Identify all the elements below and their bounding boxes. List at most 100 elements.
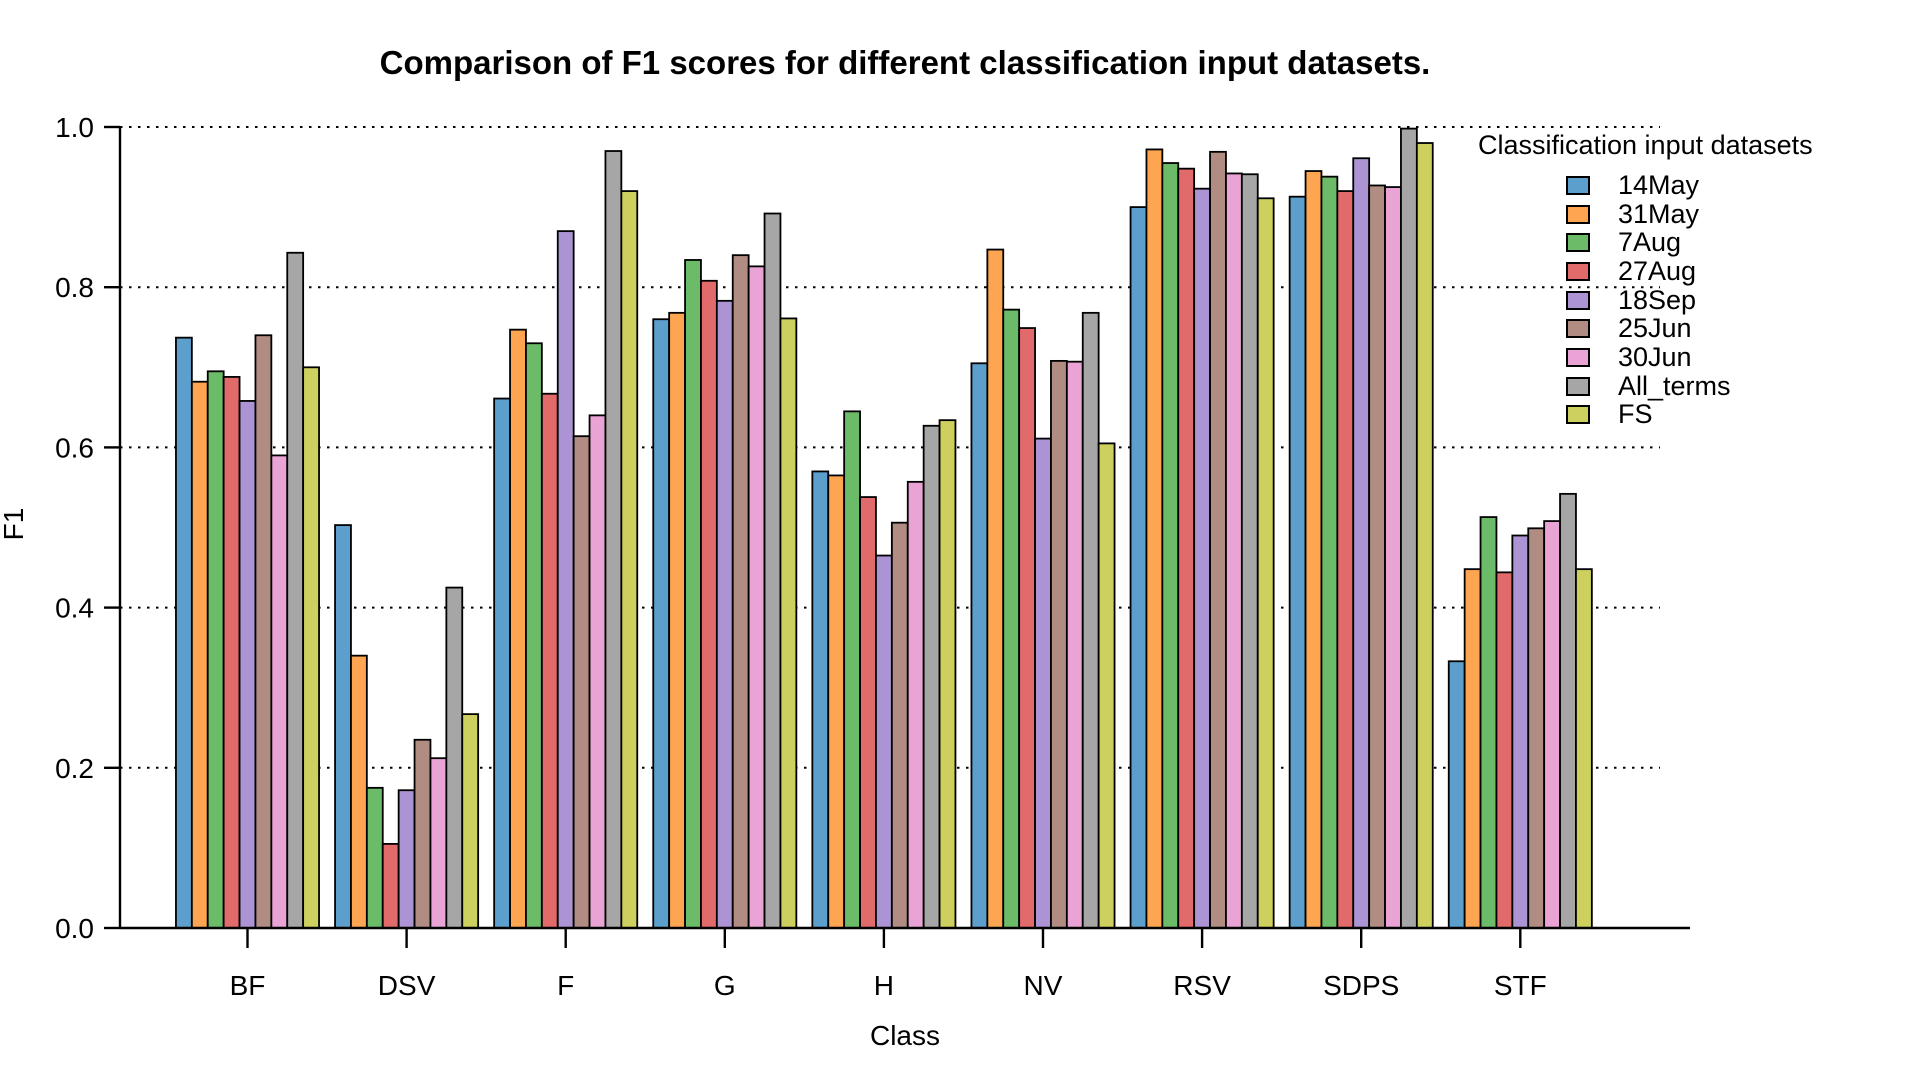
y-tick-label: 0.2: [55, 753, 94, 784]
legend-swatch-27Aug: [1566, 261, 1590, 281]
bar-BF-25Jun: [254, 334, 273, 929]
chart-title: Comparison of F1 scores for different cl…: [379, 44, 1431, 81]
x-tick-label: H: [874, 970, 894, 1001]
y-tick-label: 0.4: [55, 593, 94, 624]
bar-DSV-FS: [461, 713, 480, 929]
bar-BF-30Jun: [270, 454, 289, 929]
bar-NV-7Aug: [1002, 308, 1021, 929]
bar-RSV-31May: [1145, 148, 1164, 929]
legend-item: 31May: [1566, 199, 1813, 229]
bar-F-27Aug: [540, 392, 559, 929]
bar-DSV-30Jun: [429, 757, 448, 929]
legend-label: All_terms: [1618, 370, 1731, 401]
bar-F-FS: [620, 190, 639, 929]
bar-STF-31May: [1463, 568, 1482, 929]
bar-BF-7Aug: [206, 370, 225, 929]
bar-NV-27Aug: [1018, 327, 1036, 929]
bar-DSV-27Aug: [381, 842, 400, 929]
bar-G-FS: [779, 317, 798, 929]
bar-BF-14May: [175, 336, 193, 929]
x-tick-label: BF: [230, 970, 266, 1001]
bar-BF-All_terms: [286, 251, 305, 929]
bar-NV-All_terms: [1081, 311, 1100, 929]
bar-NV-31May: [986, 248, 1005, 929]
x-tick-label: DSV: [378, 970, 436, 1001]
bar-H-18Sep: [875, 554, 893, 929]
legend-item-list: 14May 31May 7Aug 27Aug 18Sep 25Jun 30Jun All_te…: [1478, 170, 1813, 429]
legend-swatch-18Sep: [1566, 290, 1590, 310]
legend-title: Classification input datasets: [1478, 130, 1813, 160]
bar-G-7Aug: [684, 259, 702, 929]
legend-label: 30Jun: [1618, 341, 1692, 372]
bar-RSV-FS: [1256, 197, 1275, 929]
legend-item: 25Jun: [1566, 313, 1813, 344]
bar-DSV-All_terms: [445, 586, 464, 929]
x-tick-label: RSV: [1173, 970, 1231, 1001]
bar-RSV-18Sep: [1193, 187, 1211, 929]
legend: Classification input datasets 14May 31May…: [1478, 130, 1813, 429]
bar-DSV-31May: [350, 654, 368, 929]
legend-item: 30Jun: [1566, 341, 1813, 372]
bar-STF-27Aug: [1495, 571, 1514, 929]
bar-H-31May: [827, 474, 846, 929]
legend-swatch-14May: [1566, 175, 1590, 195]
bar-NV-14May: [970, 362, 989, 929]
bar-H-FS: [938, 419, 957, 929]
bar-H-14May: [811, 470, 830, 929]
legend-swatch-FS: [1566, 405, 1590, 425]
bar-F-25Jun: [572, 435, 591, 929]
bar-RSV-27Aug: [1177, 167, 1196, 929]
legend-item: All_terms: [1566, 370, 1813, 401]
bar-STF-18Sep: [1511, 534, 1530, 929]
legend-item: FS: [1566, 399, 1813, 429]
bar-G-30Jun: [747, 265, 766, 929]
legend-swatch-25Jun: [1566, 319, 1590, 339]
x-tick-label: F: [557, 970, 574, 1001]
y-tick-label: 1.0: [55, 112, 94, 143]
bar-STF-All_terms: [1559, 492, 1577, 929]
legend-label: 25Jun: [1618, 313, 1692, 344]
bar-SDPS-27Aug: [1336, 190, 1355, 929]
bar-SDPS-7Aug: [1320, 175, 1339, 929]
bar-NV-18Sep: [1034, 437, 1052, 929]
legend-swatch-31May: [1566, 204, 1590, 224]
bar-BF-31May: [190, 380, 209, 929]
bar-F-All_terms: [604, 150, 623, 929]
bar-G-31May: [668, 311, 686, 929]
legend-item: 14May: [1566, 170, 1813, 200]
y-tick-label: 0.0: [55, 913, 94, 944]
bar-STF-7Aug: [1479, 516, 1498, 929]
bar-RSV-30Jun: [1225, 172, 1243, 929]
bar-NV-FS: [1097, 442, 1116, 929]
bar-F-18Sep: [556, 230, 575, 929]
x-axis-title: Class: [869, 1020, 940, 1051]
bar-RSV-7Aug: [1161, 162, 1180, 929]
bar-STF-14May: [1447, 660, 1466, 929]
x-tick-label: STF: [1494, 970, 1547, 1001]
bar-DSV-7Aug: [365, 786, 384, 929]
bar-G-27Aug: [700, 279, 718, 929]
bar-G-All_terms: [763, 212, 782, 929]
bar-SDPS-FS: [1415, 142, 1434, 929]
x-tick-label: NV: [1024, 970, 1063, 1001]
bar-STF-25Jun: [1527, 527, 1546, 929]
bar-STF-30Jun: [1543, 520, 1561, 929]
bar-DSV-18Sep: [397, 789, 416, 929]
bar-NV-25Jun: [1050, 359, 1068, 929]
bar-RSV-25Jun: [1209, 150, 1227, 929]
legend-label: 18Sep: [1618, 284, 1697, 315]
bar-H-7Aug: [843, 410, 861, 929]
bar-DSV-14May: [334, 524, 352, 929]
bar-BF-18Sep: [238, 400, 257, 929]
bar-H-27Aug: [859, 496, 877, 929]
x-tick-label: SDPS: [1323, 970, 1399, 1001]
legend-item: 27Aug: [1566, 256, 1813, 286]
bar-G-18Sep: [715, 299, 734, 929]
bar-H-25Jun: [890, 521, 909, 929]
bar-NV-30Jun: [1065, 360, 1084, 929]
legend-swatch-All_terms: [1566, 376, 1590, 396]
bar-SDPS-25Jun: [1368, 184, 1386, 929]
y-axis-title: F1: [0, 507, 29, 541]
y-tick-label: 0.8: [55, 272, 94, 303]
bar-G-14May: [652, 318, 671, 929]
